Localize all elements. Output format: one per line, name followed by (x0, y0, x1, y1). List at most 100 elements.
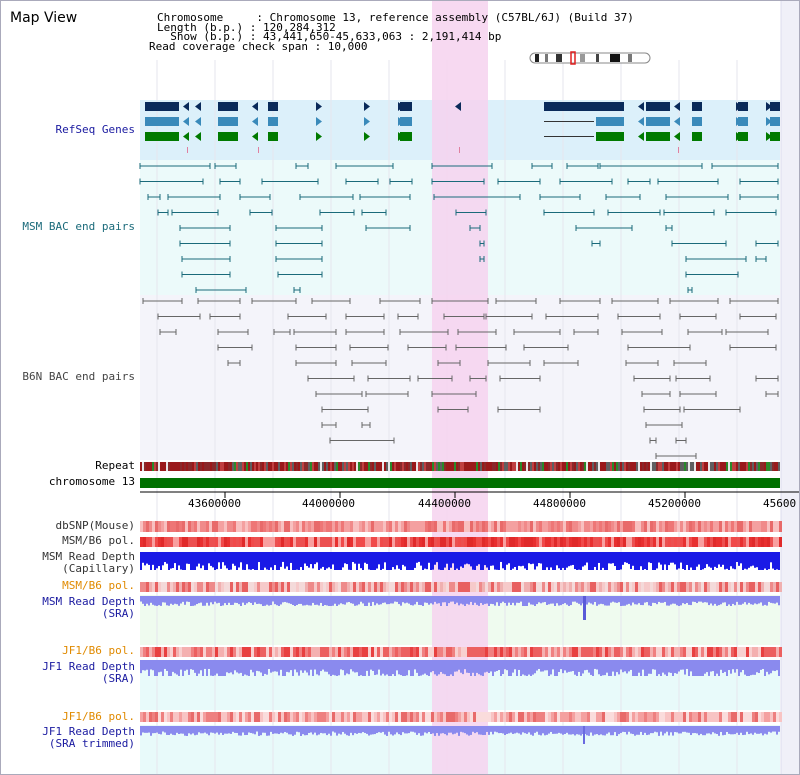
depth-bar (522, 726, 524, 733)
depth-bar (748, 552, 750, 568)
depth-bar (474, 552, 476, 570)
depth-bar (350, 596, 352, 604)
heat-cell (140, 712, 143, 722)
track-label-b6n-bac[interactable]: B6N BAC end pairs (22, 370, 135, 383)
heat-cell (383, 712, 386, 722)
heat-cell (482, 521, 485, 532)
heat-cell (170, 582, 173, 592)
track-label-msm-depth-sra[interactable]: MSM Read Depth (42, 595, 135, 608)
track-label-dbsnp[interactable]: dbSNP(Mouse) (55, 519, 135, 532)
heat-cell (245, 647, 248, 657)
heat-cell (665, 582, 668, 592)
show-range-info: Show (b.p.) : 43,441,650-45,633,063 : 2,… (157, 30, 502, 43)
depth-bar (520, 552, 522, 567)
repeat-segment (178, 462, 180, 471)
depth-bar (194, 552, 196, 570)
heat-cell (182, 537, 185, 547)
heat-cell (167, 712, 170, 722)
depth-bar (342, 596, 344, 605)
track-label-refseq[interactable]: RefSeq Genes (55, 123, 135, 136)
depth-bar (622, 726, 624, 732)
track-label-msm-depth-capillary[interactable]: MSM Read Depth (42, 550, 135, 563)
repeat-segment (574, 462, 576, 471)
heat-cell (689, 647, 692, 657)
depth-bar (612, 596, 614, 602)
heat-cell (635, 712, 638, 722)
repeat-segment (670, 462, 672, 471)
track-label-repeat[interactable]: Repeat (95, 459, 135, 472)
heat-cell (410, 582, 413, 592)
track-label-msm-b6-pol[interactable]: MSM/B6 pol. (62, 534, 135, 547)
heat-cell (443, 582, 446, 592)
repeat-segment (600, 462, 602, 471)
repeat-segment (616, 462, 618, 471)
depth-bar (196, 596, 198, 605)
track-label-msm-b6-pol-2[interactable]: MSM/B6 pol. (62, 579, 135, 592)
depth-bar (770, 726, 772, 733)
repeat-segment (352, 462, 354, 471)
depth-bar (350, 552, 352, 570)
repeat-segment (768, 462, 770, 471)
depth-bar (368, 726, 370, 736)
heat-cell (737, 537, 740, 547)
heat-cell (686, 647, 689, 657)
depth-bar (536, 726, 538, 732)
depth-bar (328, 660, 330, 675)
track-label-msm-bac[interactable]: MSM BAC end pairs (22, 220, 135, 233)
repeat-segment (484, 462, 486, 471)
heat-cell (356, 537, 359, 547)
heat-cell (422, 521, 425, 532)
track-label-jf1-depth-sra[interactable]: JF1 Read Depth (42, 660, 135, 673)
depth-bar (184, 660, 186, 671)
heat-cell (377, 647, 380, 657)
heat-cell (626, 537, 629, 547)
heat-cell (467, 712, 470, 722)
depth-bar (430, 660, 432, 673)
depth-bar (446, 726, 448, 736)
heat-cell (176, 712, 179, 722)
repeat-segment (466, 462, 468, 471)
depth-bar (342, 726, 344, 732)
heat-cell (437, 582, 440, 592)
track-label-jf1-depth-trimmed[interactable]: JF1 Read Depth (42, 725, 135, 738)
heat-cell (635, 537, 638, 547)
heat-cell (227, 537, 230, 547)
gene-exon (738, 117, 748, 126)
depth-bar (512, 552, 514, 569)
depth-bar (768, 552, 770, 570)
heat-cell (635, 582, 638, 592)
heat-cell (341, 521, 344, 532)
heat-cell (755, 582, 758, 592)
heat-cell (245, 582, 248, 592)
heat-cell (443, 521, 446, 532)
heat-cell (701, 647, 704, 657)
heat-cell (224, 537, 227, 547)
depth-bar (498, 552, 500, 570)
track-label-jf1-b6-pol-2[interactable]: JF1/B6 pol. (62, 710, 135, 723)
heat-cell (278, 521, 281, 532)
depth-bar (778, 596, 780, 606)
heat-cell (401, 712, 404, 722)
heat-cell (275, 582, 278, 592)
heat-cell (695, 582, 698, 592)
repeat-segment (434, 462, 436, 471)
gene-exon (145, 117, 179, 126)
repeat-segment (164, 462, 166, 471)
repeat-segment (686, 462, 688, 471)
depth-bar (442, 660, 444, 674)
heat-cell (356, 582, 359, 592)
heat-cell (338, 521, 341, 532)
repeat-segment (516, 462, 518, 471)
track-label-jf1-b6-pol[interactable]: JF1/B6 pol. (62, 644, 135, 657)
depth-bar (304, 552, 306, 564)
depth-bar (472, 596, 474, 606)
heat-cell (368, 537, 371, 547)
heat-cell (434, 582, 437, 592)
repeat-segment (258, 462, 260, 471)
depth-bar (568, 552, 570, 567)
track-label-chromosome[interactable]: chromosome 13 (48, 475, 135, 488)
heat-cell (326, 582, 329, 592)
depth-bar (442, 726, 444, 734)
depth-bar (526, 660, 528, 676)
